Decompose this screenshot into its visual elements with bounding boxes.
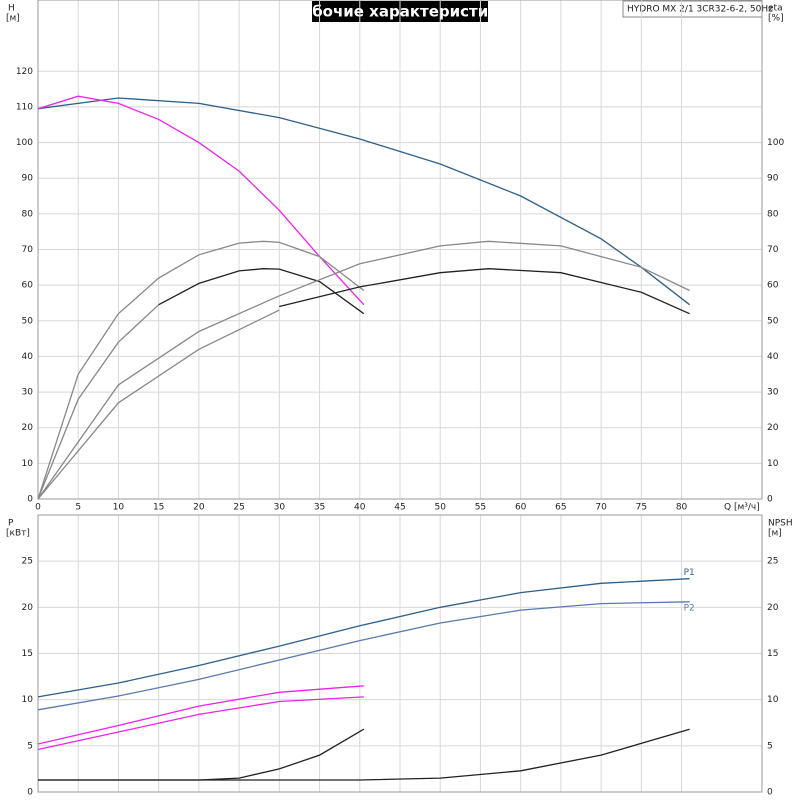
y-axis-unit: [кВт] [6,529,30,539]
x-tick-label: 80 [676,503,688,513]
curve [37,601,690,711]
y2-tick-label: 0 [767,495,773,505]
y-tick-label: 10 [22,695,34,705]
y-tick-label: 70 [22,245,34,255]
curve [158,268,365,315]
curve-label: P2 [684,603,695,613]
y-tick-label: 120 [16,67,33,77]
curve [37,97,690,306]
curve [37,240,690,500]
x-tick-label: 0 [35,503,41,513]
y2-axis-unit: [%] [768,14,784,24]
y2-tick-label: 20 [767,423,779,433]
curve [37,95,365,306]
y-axis-label: P [8,519,14,529]
y2-tick-label: 100 [767,138,784,148]
y2-tick-label: 10 [767,459,779,469]
x-tick-label: 20 [193,503,205,513]
y2-tick-label: 80 [767,209,779,219]
y-tick-label: 20 [22,603,34,613]
x-tick-label: 30 [274,503,286,513]
y-tick-label: 20 [22,423,34,433]
curve [37,685,364,745]
x-tick-label: 55 [475,503,486,513]
y2-tick-label: 90 [767,174,779,184]
y2-tick-label: 15 [767,649,778,659]
x-tick-label: 45 [394,503,405,513]
curve-label: P1 [684,568,695,578]
x-axis-label: Q [м³/ч] [724,503,760,513]
x-tick-label: 65 [555,503,566,513]
y2-axis-label: eta [768,4,783,14]
y-tick-label: 60 [22,281,34,291]
y2-tick-label: 60 [767,281,779,291]
chart-subtitle: HYDRO MX 2/1 3CR32-6-2, 50Hz [627,5,773,15]
x-tick-label: 40 [354,503,366,513]
x-tick-label: 5 [75,503,81,513]
curve [279,268,690,315]
x-tick-label: 70 [595,503,607,513]
x-tick-label: 60 [515,503,527,513]
y-tick-label: 10 [22,459,34,469]
y2-tick-label: 5 [767,741,773,751]
y-tick-label: 0 [27,495,33,505]
x-tick-label: 15 [153,503,164,513]
y-axis-label: H [8,4,15,14]
y-tick-label: 0 [27,788,33,798]
curve [37,309,280,500]
curve [38,728,690,781]
plot-frame [37,0,763,500]
y2-tick-label: 30 [767,388,779,398]
x-tick-label: 10 [113,503,125,513]
y2-tick-label: 0 [767,788,773,798]
y2-tick-label: 20 [767,603,779,613]
y-tick-label: 40 [22,352,34,362]
x-tick-label: 50 [434,503,446,513]
y2-tick-label: 25 [767,557,778,567]
y-tick-label: 15 [22,649,33,659]
y-tick-label: 100 [16,138,33,148]
y-tick-label: 25 [22,557,33,567]
y-tick-label: 90 [22,174,34,184]
x-tick-label: 35 [314,503,325,513]
y2-axis-unit: [м] [768,529,782,539]
x-tick-label: 25 [233,503,244,513]
y-tick-label: 30 [22,388,34,398]
x-tick-label: 75 [636,503,647,513]
curve [37,304,160,500]
y-tick-label: 5 [27,741,33,751]
y-tick-label: 50 [22,316,34,326]
y-tick-label: 80 [22,209,34,219]
curve [38,728,365,781]
curve [37,240,365,500]
y-axis-unit: [м] [6,14,20,24]
plot-frame [37,514,763,793]
y-tick-label: 110 [16,102,33,112]
curve [37,696,364,751]
y2-tick-label: 50 [767,316,779,326]
y2-tick-label: 10 [767,695,779,705]
y2-tick-label: 40 [767,352,779,362]
curve [37,578,690,698]
y2-tick-label: 70 [767,245,779,255]
y2-axis-label: NPSH [768,519,793,529]
